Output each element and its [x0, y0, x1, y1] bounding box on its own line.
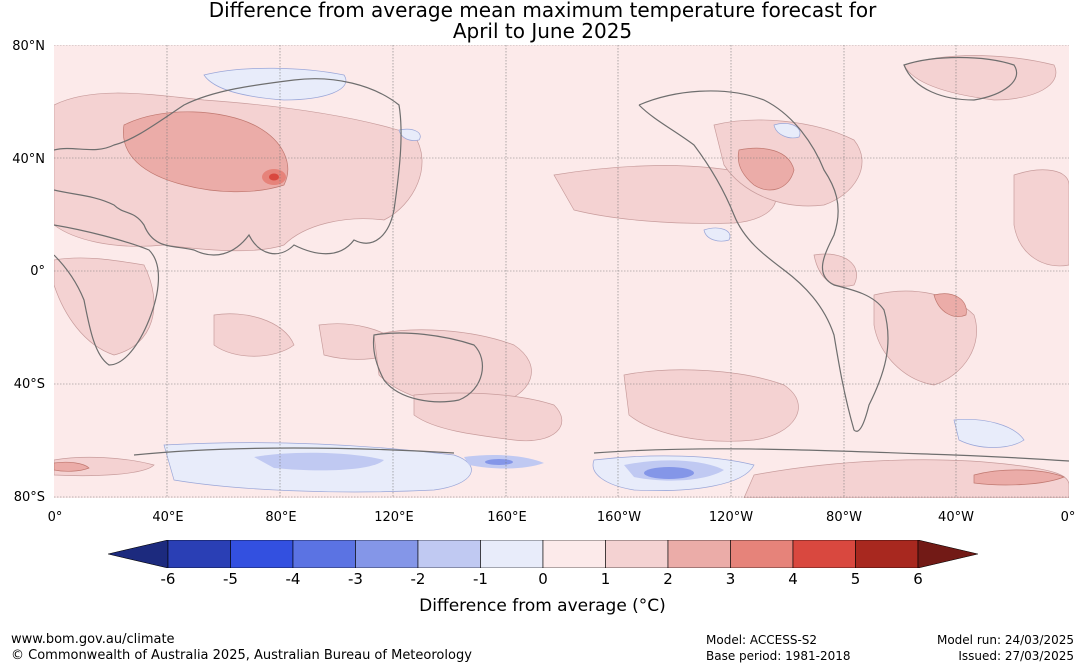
lon-label-160w: 160°W [596, 510, 642, 525]
footer-model-run: Model run: 24/03/2025 [936, 633, 1074, 647]
map-title-line1: Difference from average mean maximum tem… [208, 0, 877, 22]
lon-label-120e: 120°E [374, 510, 414, 525]
lon-label-40e: 40°E [152, 510, 184, 525]
forecast-map-canvas [54, 45, 1069, 498]
colorbar-tick-label: -1 [473, 570, 488, 588]
footer-copyright: © Commonwealth of Australia 2025, Austra… [11, 648, 472, 663]
colorbar [108, 540, 978, 568]
lon-label-0: 0° [47, 510, 63, 525]
footer-model: Model: ACCESS-S2 [706, 633, 818, 647]
colorbar-cell [667, 540, 731, 568]
colorbar-label: Difference from average (°C) [419, 596, 666, 616]
lon-label-40w: 40°W [938, 510, 974, 525]
lat-label-80n: 80°N [12, 39, 45, 54]
colorbar-cell [605, 540, 669, 568]
colorbar-extend-high [917, 540, 978, 568]
lat-label-0: 0° [30, 264, 45, 279]
colorbar-tick-label: -3 [348, 570, 363, 588]
lon-label-160e: 160°E [487, 510, 527, 525]
colorbar-tick-label: 4 [788, 570, 798, 588]
colorbar-cell [480, 540, 544, 568]
colorbar-extend-low [108, 540, 169, 568]
colorbar-tick-label: -5 [223, 570, 238, 588]
colorbar-tick-label: 6 [913, 570, 923, 588]
colorbar-tick-label: 5 [850, 570, 861, 588]
colorbar-cell [792, 540, 856, 568]
colorbar-tick-label: 1 [600, 570, 611, 588]
anomaly-regions-2-3 [54, 111, 1065, 486]
colorbar-cell [542, 540, 606, 568]
colorbar-cell [167, 540, 231, 568]
lon-label-0-east: 0° [1060, 510, 1076, 525]
colorbar-tick-label: -2 [410, 570, 426, 588]
colorbar-cell [855, 540, 919, 568]
colorbar-tick-label: -4 [285, 570, 301, 588]
forecast-map [54, 45, 1069, 498]
colorbar-tick-label: 0 [538, 570, 548, 588]
map-title-line2: April to June 2025 [452, 19, 633, 43]
lon-label-80w: 80°W [826, 510, 862, 525]
colorbar-tick-label: 2 [663, 570, 673, 588]
colorbar-cell [417, 540, 481, 568]
colorbar-cell [230, 540, 294, 568]
colorbar-cell [355, 540, 419, 568]
colorbar-cell [292, 540, 356, 568]
lat-label-40s: 40°S [13, 377, 45, 392]
lon-label-80e: 80°E [265, 510, 297, 525]
colorbar-cell [730, 540, 794, 568]
footer-url[interactable]: www.bom.gov.au/climate [11, 632, 175, 647]
footer-issued: Issued: 27/03/2025 [958, 649, 1074, 663]
lon-label-120w: 120°W [708, 510, 754, 525]
colorbar-tick-label: 3 [725, 570, 736, 588]
anomaly-regions-4-5 [269, 173, 279, 181]
lat-label-40n: 40°N [12, 152, 45, 167]
graticule [54, 45, 1069, 498]
lat-label-80s: 80°S [13, 490, 45, 505]
footer-base-period: Base period: 1981-2018 [706, 649, 851, 663]
colorbar-tick-label: -6 [160, 570, 176, 588]
coastlines [54, 56, 1069, 462]
